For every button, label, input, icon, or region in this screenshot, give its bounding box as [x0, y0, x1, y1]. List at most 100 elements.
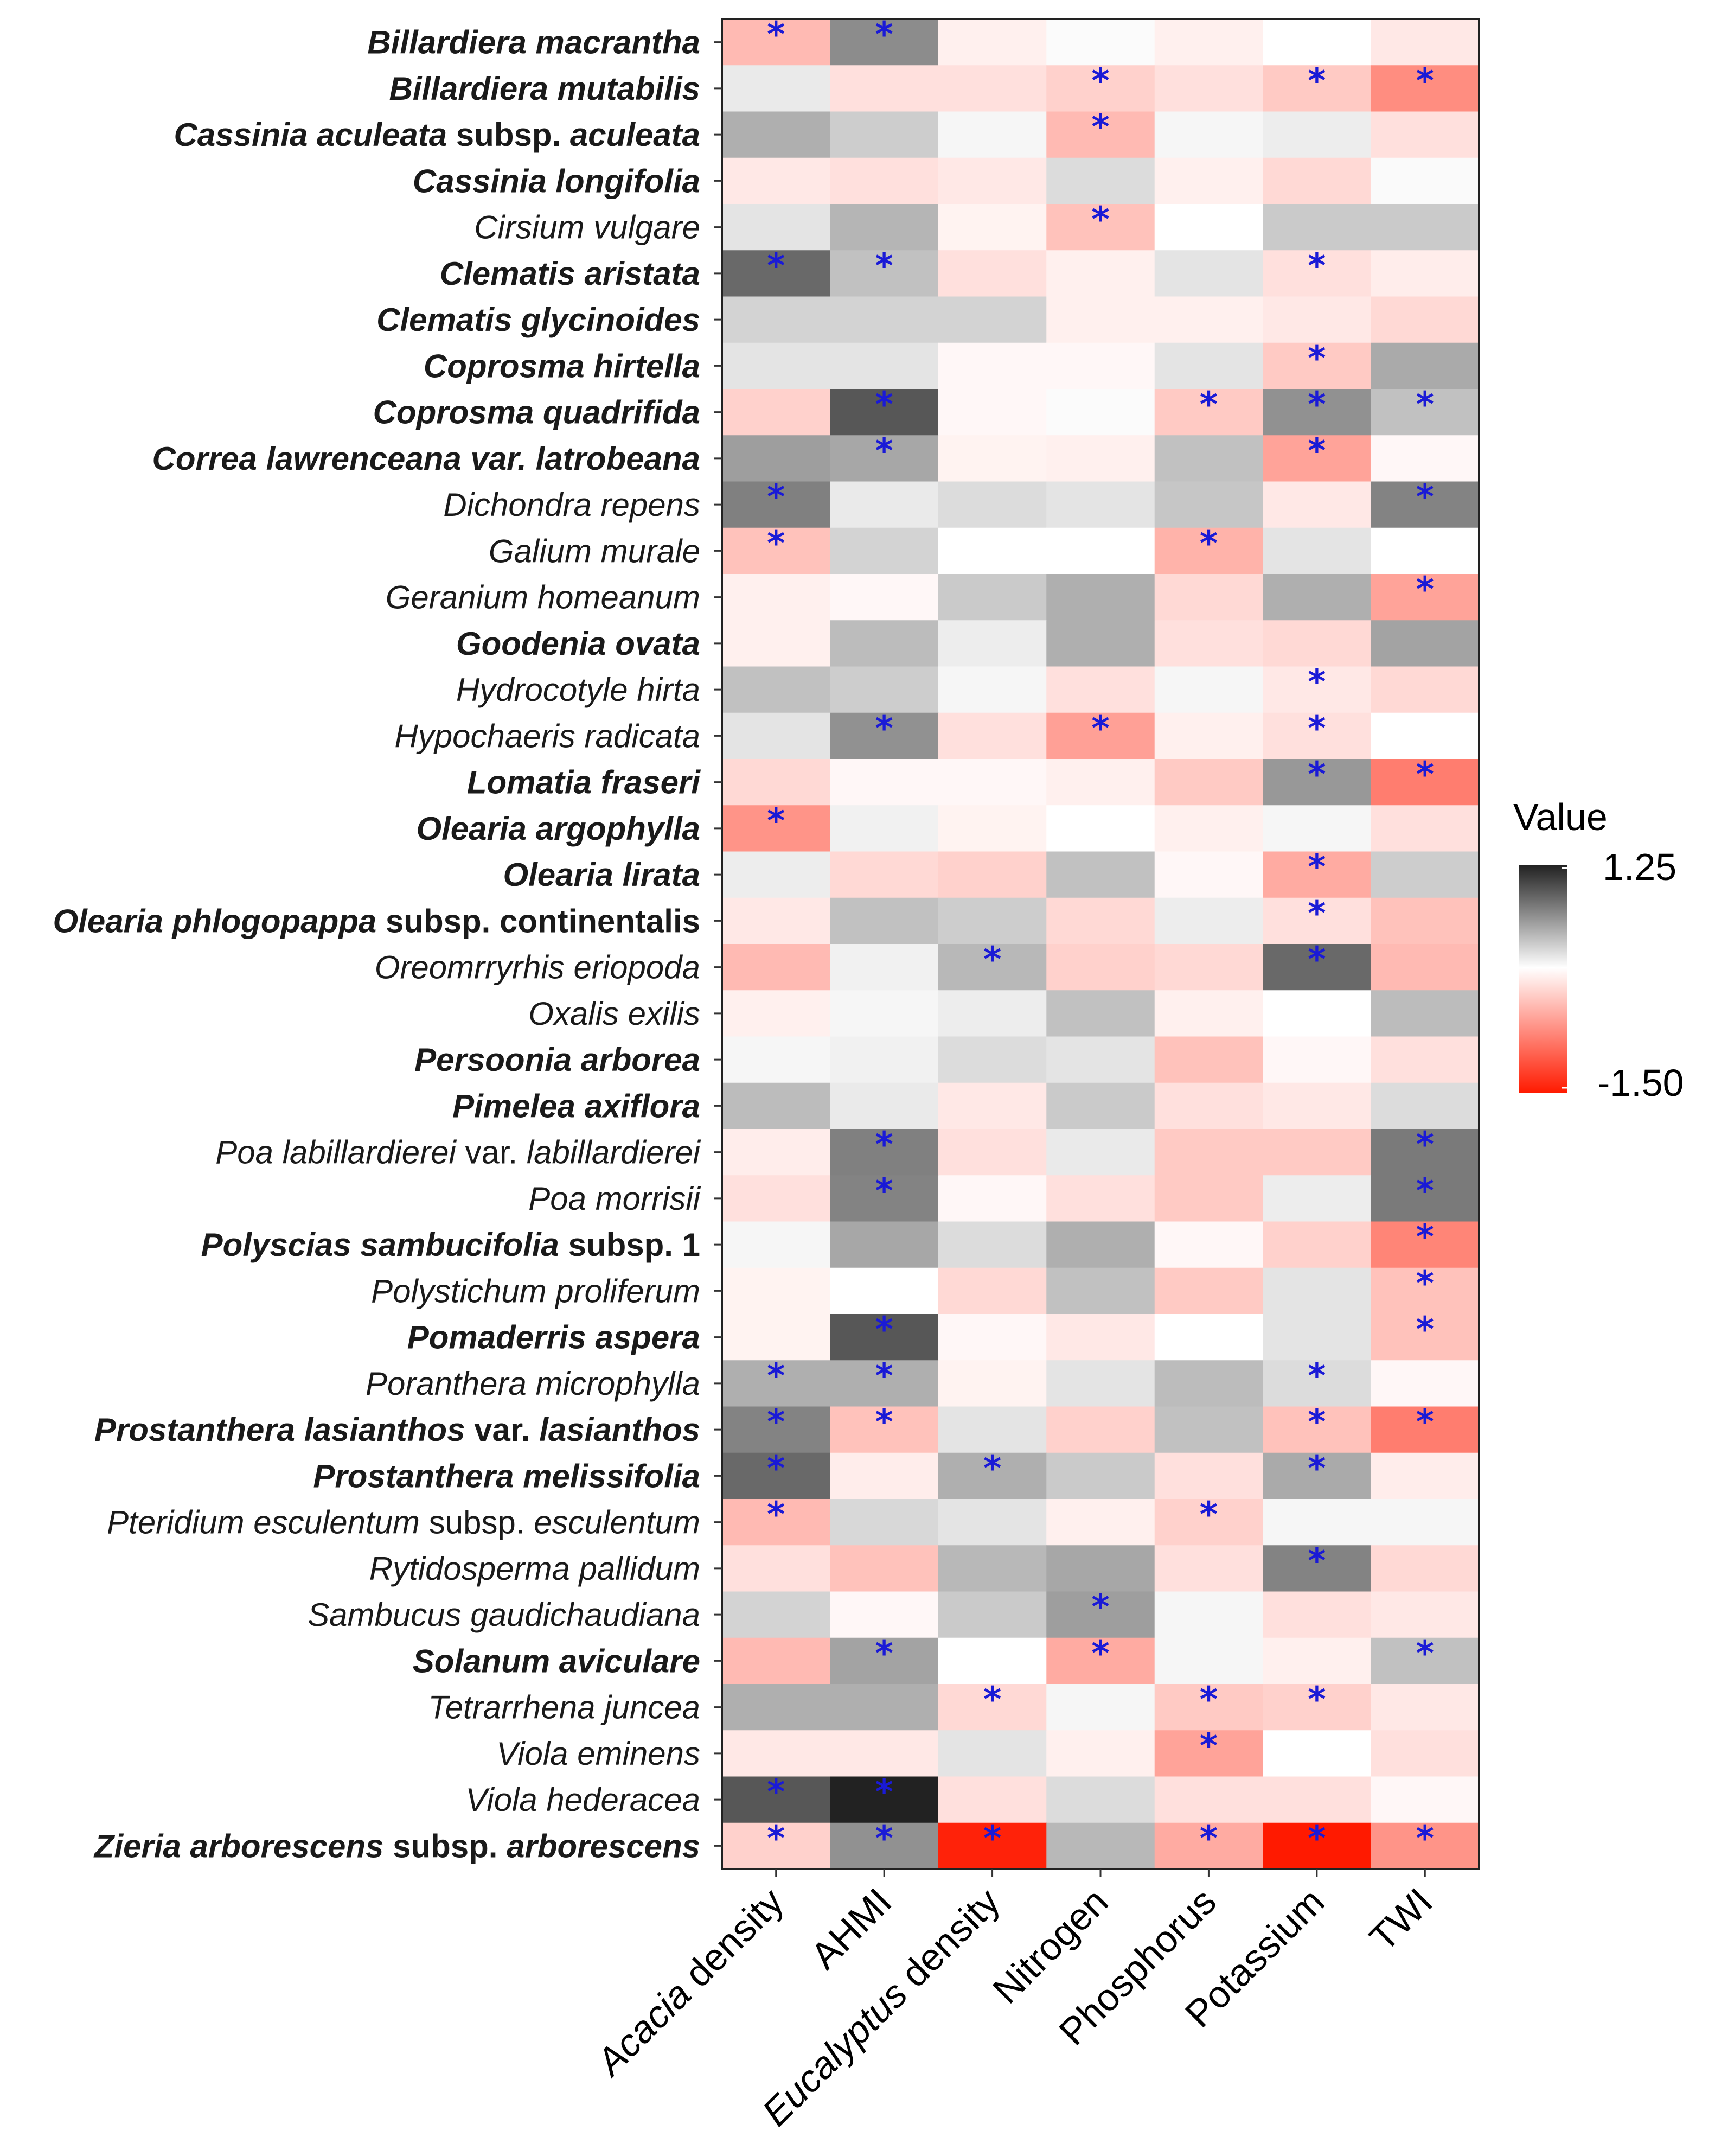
significance-star: *: [1308, 1819, 1326, 1859]
heatmap-cell: [1154, 851, 1263, 898]
row-label: Dichondra repens: [443, 487, 700, 523]
significance-star: *: [1416, 385, 1434, 425]
heatmap-cell: [830, 851, 939, 898]
heatmap-cell: [1046, 1129, 1155, 1176]
row-label: Clematis glycinoides: [376, 302, 700, 338]
row-label: Zieria arborescens subsp. arborescens: [93, 1828, 700, 1864]
heatmap-cell: [1263, 1267, 1372, 1315]
heatmap-cell: [1263, 1036, 1372, 1083]
heatmap-cell: [1046, 1175, 1155, 1222]
row-label: Polyscias sambucifolia subsp. 1: [201, 1227, 700, 1263]
significance-star: *: [1308, 709, 1326, 749]
heatmap-cell: [1046, 805, 1155, 852]
significance-star: *: [767, 1402, 785, 1443]
heatmap-cell: [1046, 435, 1155, 482]
heatmap-cell: [722, 1822, 831, 1870]
column-label: TWI: [1361, 1880, 1441, 1959]
significance-star: *: [1200, 524, 1218, 564]
heatmap-cell: [1046, 944, 1155, 991]
heatmap-cell: [1371, 65, 1480, 112]
significance-star: *: [875, 1772, 893, 1813]
row-label: Solanum aviculare: [413, 1643, 700, 1679]
heatmap-cell: [830, 157, 939, 205]
significance-star: *: [875, 709, 893, 749]
significance-star: *: [875, 431, 893, 471]
significance-star: *: [875, 385, 893, 425]
heatmap-cell: [1371, 342, 1480, 390]
row-label: Hydrocotyle hirta: [456, 672, 700, 708]
heatmap-cell: [1371, 19, 1480, 66]
heatmap-cell: [1154, 1591, 1263, 1638]
heatmap-cell: [1371, 1684, 1480, 1731]
heatmap-cell: [1263, 1822, 1372, 1870]
heatmap-cell: [1154, 204, 1263, 251]
heatmap-cell: [1263, 157, 1372, 205]
heatmap-cell: [1046, 111, 1155, 158]
heatmap-cell: [1046, 574, 1155, 621]
heatmap-cell: [1046, 1036, 1155, 1083]
heatmap-cell: [1263, 1175, 1372, 1222]
heatmap-cell: [722, 296, 831, 343]
row-labels: Billardiera macrantha Billardiera mutabil…: [53, 24, 701, 1865]
row-label: Olearia phlogopappa subsp. continentalis: [53, 903, 701, 939]
heatmap-cell: [1046, 1221, 1155, 1268]
heatmap-cell: [1154, 712, 1263, 760]
heatmap-cell: [1046, 712, 1155, 760]
heatmap-cell: [830, 944, 939, 991]
row-label: Viola eminens: [496, 1736, 700, 1772]
heatmap-cell: [1046, 1082, 1155, 1130]
heatmap-cell: [1046, 1360, 1155, 1407]
heatmap-cell: [1371, 574, 1480, 621]
heatmap-cell: [1263, 1452, 1372, 1500]
significance-star: *: [1200, 1680, 1218, 1720]
heatmap-cell: [938, 897, 1047, 945]
heatmap-cell: [1154, 990, 1263, 1037]
heatmap-cell: [1263, 944, 1372, 991]
heatmap-cell: [1046, 990, 1155, 1037]
heatmap-cell: [938, 1406, 1047, 1453]
row-label: Poa morrisii: [528, 1181, 701, 1217]
heatmap-cell: [1371, 1082, 1480, 1130]
heatmap-cell: [1263, 805, 1372, 852]
heatmap-cell: [938, 527, 1047, 575]
heatmap-cell: [938, 65, 1047, 112]
heatmap-cell: [830, 1730, 939, 1777]
heatmap-cell: [722, 944, 831, 991]
significance-star: *: [1416, 61, 1434, 101]
significance-star: *: [1416, 1634, 1434, 1674]
heatmap-cell: [830, 1776, 939, 1823]
heatmap-cell: [1371, 250, 1480, 297]
significance-star: *: [1091, 1634, 1109, 1674]
heatmap-cell: [1263, 1360, 1372, 1407]
heatmap-cell: [1046, 481, 1155, 528]
heatmap-cell: [830, 1406, 939, 1453]
heatmap-cell: [830, 1082, 939, 1130]
significance-star: *: [767, 1819, 785, 1859]
heatmap-cell: [1154, 1730, 1263, 1777]
significance-star: *: [767, 1495, 785, 1535]
heatmap-cell: [1371, 805, 1480, 852]
significance-star: *: [767, 801, 785, 841]
heatmap-cell: [1371, 527, 1480, 575]
row-label: Cassinia longifolia: [413, 163, 700, 199]
row-label: Tetrarrhena juncea: [428, 1689, 700, 1726]
heatmap-cell: [1371, 204, 1480, 251]
heatmap-cell: [1154, 296, 1263, 343]
heatmap-cell: [1263, 574, 1372, 621]
significance-star: *: [767, 477, 785, 518]
heatmap-cell: [1263, 1221, 1372, 1268]
heatmap-cell: [722, 990, 831, 1037]
legend-colorbar: [1519, 865, 1567, 1093]
row-label: Olearia argophylla: [416, 811, 700, 847]
heatmap-cell: [830, 527, 939, 575]
heatmap-cell: [1263, 111, 1372, 158]
significance-star: *: [1091, 200, 1109, 240]
heatmap-cell: [1154, 897, 1263, 945]
heatmap-cell: [938, 1129, 1047, 1176]
heatmap-cell: [1154, 111, 1263, 158]
heatmap-cell: [1371, 1129, 1480, 1176]
heatmap-cell: [830, 1360, 939, 1407]
heatmap-cell: [1046, 204, 1155, 251]
significance-star: *: [1308, 847, 1326, 888]
heatmap-cell: [1046, 389, 1155, 436]
